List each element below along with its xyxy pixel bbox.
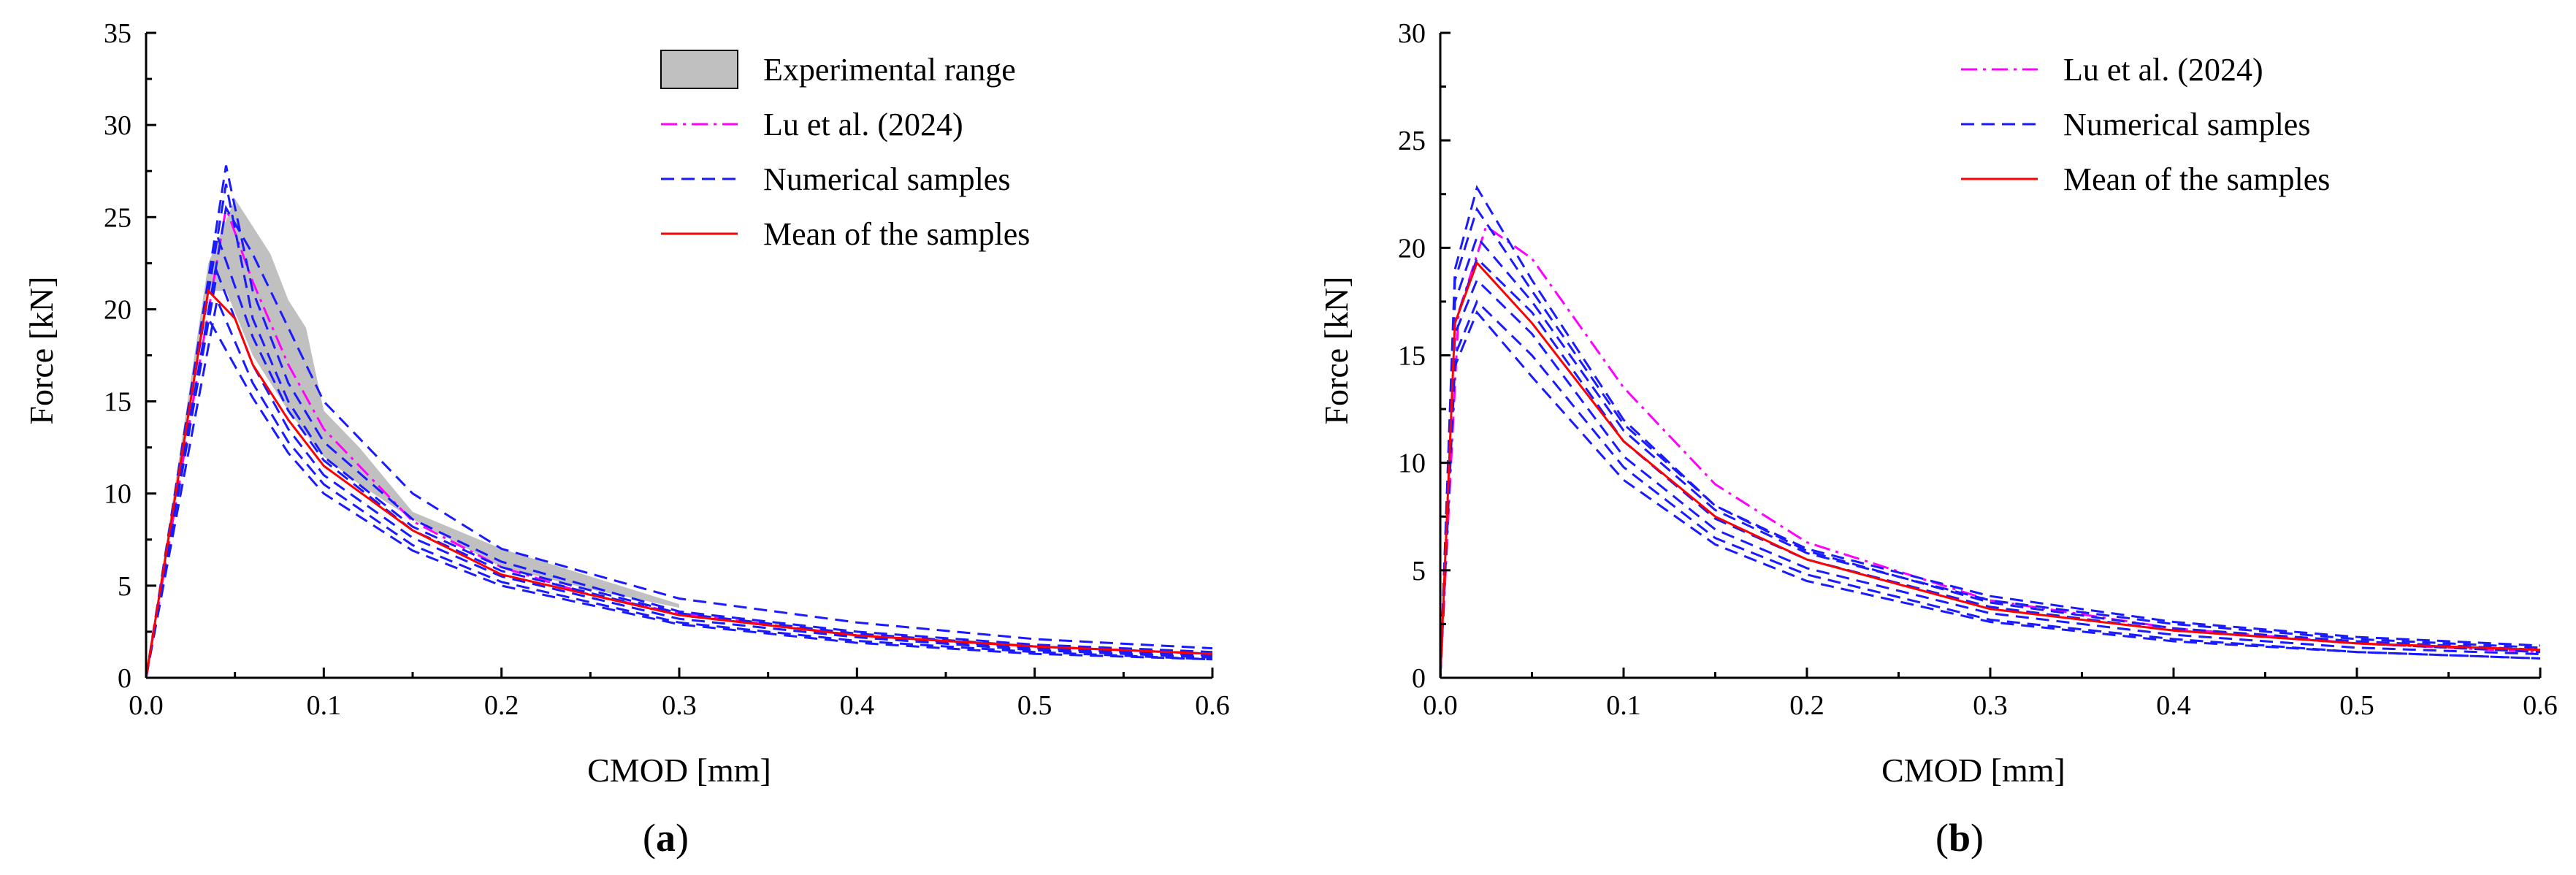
axes-a: 0.0 0.1 0.2 0.3 0.4 0.5 0.6 0 5 10 15 20 25 30 35 [104,18,1230,721]
y-tick-label: 25 [104,202,131,233]
legend-a: Experimental range Lu et al. (2024) Numeri… [660,50,1030,252]
legend-label: Numerical samples [763,161,1010,197]
x-tick-label: 0.0 [1423,690,1458,721]
y-axis-title-a: Force [kN] [23,276,60,424]
x-tick-label: 0.5 [1017,690,1052,721]
experimental-range-band [146,199,679,678]
y-tick-label: 5 [1412,556,1426,586]
x-tick-label: 0.3 [1973,690,2008,721]
legend-label: Lu et al. (2024) [2063,52,2263,88]
panel-label-a: (a) [643,816,689,860]
x-tick-label: 0.2 [1789,690,1824,721]
x-tick-label: 0.2 [484,690,519,721]
x-tick-label: 0.5 [2339,690,2374,721]
chart-panel-b: 0.0 0.1 0.2 0.3 0.4 0.5 0.6 0 5 10 15 20 25 30 CMOD [… [1318,18,2558,860]
y-tick-label: 10 [104,479,131,510]
y-tick-label: 5 [118,571,131,602]
legend-label: Mean of the samples [2063,161,2330,197]
y-tick-label: 20 [104,294,131,325]
panel-letter-a: a [656,816,676,860]
plot-area-b [1440,185,2540,678]
legend-swatch-experimental-range [660,50,738,89]
series-line-numerical-sample-2 [146,183,1212,678]
series-line-mean-of-the-samples [1440,261,2540,678]
x-tick-label: 0.1 [307,690,342,721]
y-tick-label: 25 [1398,126,1426,156]
x-axis-title-b: CMOD [mm] [1881,752,2065,789]
panel-letter-b: b [1949,816,1971,860]
series-line-numerical-sample-4 [1440,256,2540,678]
plot-area-a [146,165,1212,678]
y-tick-label: 20 [1398,233,1426,264]
legend-label: Lu et al. (2024) [763,107,963,142]
x-tick-label: 0.0 [129,690,164,721]
x-axis-title-a: CMOD [mm] [587,752,771,789]
y-tick-label: 35 [104,18,131,49]
y-tick-label: 10 [1398,448,1426,479]
panel-label-b: (b) [1935,816,1984,860]
series-line-lu-et-al-2024 [146,203,1212,678]
y-tick-label: 15 [1398,341,1426,372]
series-line-numerical-sample-7 [1440,310,2540,678]
series-line-numerical-sample-7 [146,315,1212,678]
x-tick-label: 0.1 [1606,690,1641,721]
y-tick-label: 30 [1398,18,1426,49]
chart-panel-a: 0.0 0.1 0.2 0.3 0.4 0.5 0.6 0 5 10 15 20 25 30 35 CMOD… [23,18,1230,860]
x-tick-label: 0.4 [840,690,875,721]
y-tick-label: 0 [118,663,131,694]
series-line-numerical-sample-6 [146,296,1212,678]
series-line-numerical-sample-1 [146,165,1212,678]
x-tick-label: 0.6 [2523,690,2558,721]
x-tick-label: 0.3 [662,690,697,721]
series-line-numerical-sample-5 [1440,278,2540,678]
legend-label: Mean of the samples [763,216,1030,252]
legend-label: Numerical samples [2063,107,2310,142]
series-line-numerical-sample-1 [1440,185,2540,678]
x-tick-label: 0.4 [2156,690,2191,721]
y-tick-label: 0 [1412,663,1426,694]
series-line-numerical-sample-6 [1440,299,2540,678]
legend-label: Experimental range [763,52,1016,88]
series-line-numerical-sample-3 [1440,234,2540,678]
y-tick-label: 30 [104,110,131,141]
axes-b: 0.0 0.1 0.2 0.3 0.4 0.5 0.6 0 5 10 15 20 25 30 [1398,18,2558,721]
y-axis-title-b: Force [kN] [1318,276,1355,424]
x-tick-label: 0.6 [1195,690,1230,721]
series-line-numerical-sample-2 [1440,206,2540,678]
legend-b: Lu et al. (2024) Numerical samples Mean of… [1961,52,2330,197]
series-line-mean-of-the-samples [146,289,1212,678]
series-line-numerical-sample-3 [146,205,1212,678]
y-tick-label: 15 [104,387,131,418]
